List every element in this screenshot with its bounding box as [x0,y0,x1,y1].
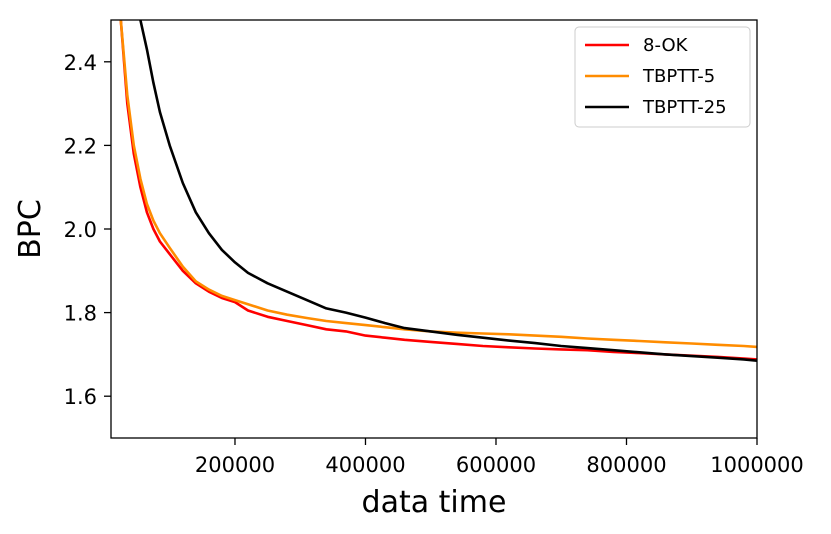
x-tick-label: 1000000 [710,453,804,477]
y-tick-label: 1.8 [64,302,97,326]
x-tick-label: 800000 [586,453,666,477]
y-tick-label: 2.4 [64,51,97,75]
y-tick-label: 2.0 [64,218,97,242]
series-line-tbptt-5 [119,20,757,349]
series-line-8-ok [119,20,757,361]
x-axis-ticks: 200000 400000 600000 800000 1000000 [195,438,804,477]
x-tick-label: 400000 [325,453,405,477]
x-axis-label: data time [362,485,507,520]
x-tick-label: 200000 [195,453,275,477]
y-axis-ticks: 1.6 1.8 2.0 2.2 2.4 [64,51,111,409]
y-tick-label: 1.6 [64,385,97,409]
legend-label: 8-OK [643,35,689,56]
legend-label: TBPTT-25 [642,97,727,118]
series-line-tbptt-25 [139,20,757,362]
x-tick-label: 600000 [456,453,536,477]
legend-box [574,26,751,128]
y-axis-label: BPC [13,199,48,259]
legend-label: TBPTT-5 [642,66,715,87]
y-tick-label: 2.2 [64,134,97,158]
legend: 8-OK TBPTT-5 TBPTT-25 [574,26,751,128]
